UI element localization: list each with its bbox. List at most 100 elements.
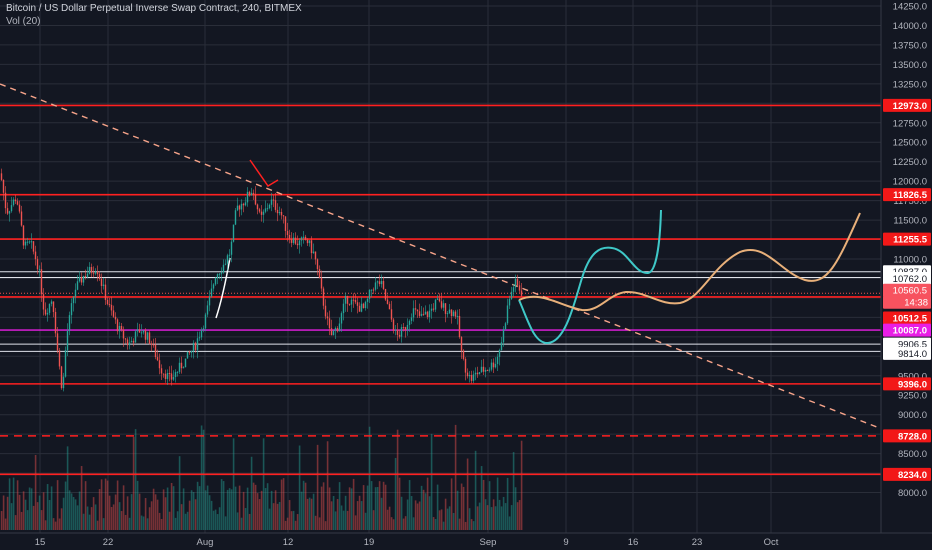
candle-body [172, 377, 175, 380]
volume-bar [412, 517, 415, 530]
volume-bar [448, 506, 451, 530]
candle-body [58, 350, 61, 367]
volume-bar [174, 517, 177, 530]
volume-bar [6, 496, 9, 530]
volume-bar [190, 490, 193, 530]
candle-body [402, 327, 405, 329]
volume-bar [416, 503, 419, 530]
volume-bar [34, 454, 37, 530]
candle-body [114, 316, 117, 320]
candle-body [408, 320, 411, 325]
candle-body [122, 329, 125, 339]
price-tick-label: 13750.0 [893, 40, 927, 51]
candle-body [390, 309, 393, 320]
candle-body [80, 277, 83, 283]
volume-bar [116, 480, 119, 530]
volume-bar [130, 494, 133, 530]
volume-bar [476, 506, 479, 530]
candle-body [32, 241, 35, 252]
time-tick-label: 16 [628, 537, 639, 548]
volume-bar [208, 495, 211, 530]
volume-bar [90, 507, 93, 530]
candle-body [480, 366, 483, 373]
horizontal-levels[interactable] [0, 104, 881, 476]
volume-bar [166, 487, 169, 530]
candle-body [490, 362, 493, 370]
volume-bar [398, 477, 401, 530]
candle-body [116, 319, 119, 332]
volume-bar [260, 490, 263, 530]
volume-bar [456, 490, 459, 530]
volume-bar [62, 497, 65, 530]
price-tick-label: 14250.0 [893, 2, 927, 13]
candle-body [394, 329, 397, 331]
candle-body [312, 251, 315, 254]
candle-body [170, 373, 173, 380]
candle-body [6, 208, 9, 214]
candle-body [446, 313, 449, 315]
volume-bar [336, 499, 339, 530]
volume-bar [10, 503, 13, 530]
volume-bar [194, 499, 197, 530]
candle-body [264, 208, 267, 212]
candle-body [280, 211, 283, 216]
candle-body [452, 311, 455, 317]
candle-body [76, 281, 79, 290]
candle-body [24, 241, 27, 246]
candle-body [388, 303, 391, 310]
candle-body [252, 192, 255, 195]
volume-bar [154, 494, 157, 530]
candle-body [60, 366, 63, 389]
candle-body [418, 311, 421, 316]
candle-body [130, 340, 133, 343]
orange-projection-path [518, 212, 861, 312]
volume-bar [334, 511, 337, 530]
candle-body [372, 289, 375, 291]
volume-bar [264, 488, 267, 530]
volume-bar [408, 480, 411, 530]
trendline[interactable] [0, 83, 911, 441]
volume-bar [500, 506, 503, 530]
volume-bar [102, 518, 105, 530]
candle-body [358, 305, 361, 312]
price-tick-label: 12750.0 [893, 118, 927, 129]
volume-bar [246, 487, 249, 530]
candle-body [384, 288, 387, 300]
candle-body [78, 277, 81, 282]
candle-body [232, 224, 235, 242]
volume-bar [472, 521, 475, 530]
candle-body [250, 192, 253, 196]
candle-body [386, 299, 389, 304]
volume-bar [286, 517, 289, 530]
volume-bar [78, 491, 81, 530]
volume-bar [124, 514, 127, 530]
candlesticks [0, 168, 523, 392]
candle-body [108, 304, 111, 306]
time-axis[interactable]: 15 22 Aug 12 19 Sep 9 16 23 Oct [0, 532, 932, 548]
candle-body [74, 289, 77, 297]
projection-paths[interactable] [518, 209, 861, 345]
candle-body [216, 274, 219, 279]
candle-body [300, 237, 303, 241]
volume-bar [186, 511, 189, 530]
time-tick-label: 12 [283, 537, 294, 548]
candle-body [92, 272, 95, 274]
time-tick-label: 23 [692, 537, 703, 548]
candle-body [346, 295, 349, 304]
candle-body [374, 282, 377, 290]
candle-body [472, 374, 475, 381]
volume-bar [440, 509, 443, 530]
candle-body [450, 309, 453, 317]
candle-body [46, 312, 49, 315]
price-label-badge [883, 323, 931, 337]
candle-body [244, 202, 247, 206]
candle-body [258, 209, 261, 212]
candle-body [442, 303, 445, 308]
candle-body [296, 243, 299, 246]
volume-bar [362, 485, 365, 530]
volume-bar [510, 505, 513, 530]
candle-body [152, 344, 155, 346]
volume-bar [490, 507, 493, 530]
